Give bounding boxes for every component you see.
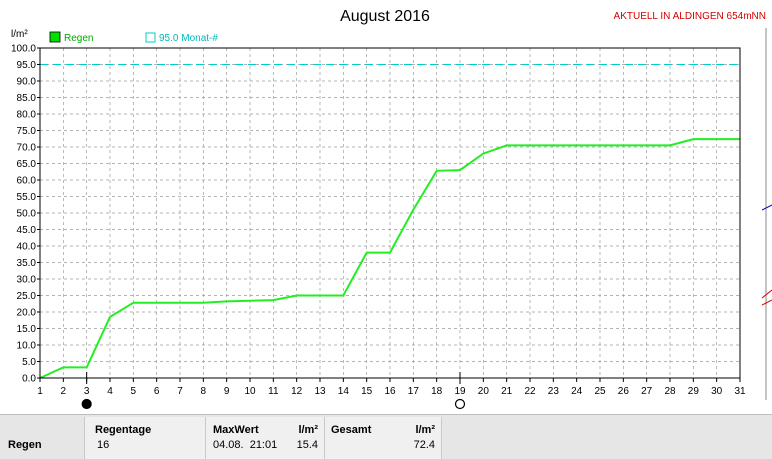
x-tick-label: 31 bbox=[734, 386, 746, 397]
x-tick-label: 10 bbox=[244, 386, 256, 397]
gesamt-value: 72.4 bbox=[413, 439, 435, 451]
y-tick-label: 90.0 bbox=[17, 77, 37, 88]
y-tick-label: 30.0 bbox=[17, 275, 37, 286]
x-tick-label: 9 bbox=[224, 386, 230, 397]
grid bbox=[39, 47, 741, 379]
adjacent-panel-edge bbox=[761, 28, 772, 400]
gesamt-unit: l/m² bbox=[415, 424, 435, 436]
x-tick-labels: 1 2 3 4 5 6 7 8 9 10 11 12 13 14 15 16 17 18 19 20 21 22 23 24 2… bbox=[37, 378, 746, 397]
y-tick-label: 20.0 bbox=[17, 308, 37, 319]
x-tick-label: 22 bbox=[524, 386, 536, 397]
open-moon-marker bbox=[454, 398, 466, 410]
stats-panel: Regen Regentage 16 MaxWert l/m² 04.08. 2… bbox=[0, 414, 772, 459]
y-tick-label: 25.0 bbox=[17, 291, 37, 302]
filled-moon-marker bbox=[81, 398, 92, 410]
x-tick-label: 2 bbox=[61, 386, 67, 397]
x-tick-label: 25 bbox=[594, 386, 606, 397]
y-tick-label: 80.0 bbox=[17, 110, 37, 121]
x-tick-label: 18 bbox=[431, 386, 443, 397]
station-label: AKTUELL IN ALDINGEN 654mNN bbox=[614, 11, 766, 22]
x-tick-label: 21 bbox=[501, 386, 513, 397]
regentage-label: Regentage bbox=[95, 424, 152, 436]
legend-label-monat: 95.0 Monat-# bbox=[159, 33, 218, 44]
legend-swatch-regen bbox=[49, 31, 61, 43]
x-tick-label: 11 bbox=[268, 386, 279, 397]
x-tick-label: 23 bbox=[548, 386, 560, 397]
x-tick-label: 30 bbox=[711, 386, 723, 397]
legend-label-regen: Regen bbox=[64, 33, 93, 44]
y-tick-labels: 0.0 5.0 10.0 15.0 20.0 25.0 30.0 35.0 40.0 45.0 50… bbox=[11, 44, 40, 385]
legend: Regen 95.0 Monat-# bbox=[49, 31, 218, 44]
x-tick-label: 12 bbox=[291, 386, 303, 397]
gesamt-label: Gesamt bbox=[331, 424, 372, 436]
x-tick-label: 6 bbox=[154, 386, 160, 397]
rain-chart: August 2016 AKTUELL IN ALDINGEN 654mNN l… bbox=[11, 8, 772, 410]
x-tick-label: 15 bbox=[361, 386, 373, 397]
y-tick-label: 40.0 bbox=[17, 242, 37, 253]
x-tick-label: 29 bbox=[688, 386, 700, 397]
x-tick-label: 24 bbox=[571, 386, 583, 397]
x-tick-label: 28 bbox=[664, 386, 676, 397]
legend-swatch-monat bbox=[145, 32, 156, 43]
chart-title: August 2016 bbox=[340, 8, 430, 25]
y-tick-label: 45.0 bbox=[17, 225, 37, 236]
maxwert-value: 15.4 bbox=[296, 439, 318, 451]
y-tick-label: 95.0 bbox=[17, 60, 37, 71]
x-tick-label: 3 bbox=[84, 386, 90, 397]
y-tick-label: 60.0 bbox=[17, 176, 37, 187]
x-tick-label: 26 bbox=[618, 386, 630, 397]
y-tick-label: 100.0 bbox=[11, 44, 36, 55]
maxwert-unit: l/m² bbox=[298, 424, 318, 436]
y-tick-label: 0.0 bbox=[22, 374, 36, 385]
y-tick-label: 35.0 bbox=[17, 258, 37, 269]
x-tick-label: 14 bbox=[338, 386, 350, 397]
x-tick-label: 8 bbox=[201, 386, 207, 397]
series-line-regen bbox=[39, 138, 740, 379]
maxwert-cell: MaxWert l/m² 04.08. 21:01 15.4 bbox=[205, 417, 325, 459]
x-tick-label: 1 bbox=[37, 386, 43, 397]
x-tick-label: 17 bbox=[408, 386, 420, 397]
x-tick-label: 16 bbox=[384, 386, 396, 397]
x-tick-label: 27 bbox=[641, 386, 653, 397]
gesamt-cell: Gesamt l/m² 72.4 bbox=[324, 417, 442, 459]
y-tick-label: 10.0 bbox=[17, 341, 37, 352]
regentage-value: 16 bbox=[97, 439, 110, 451]
x-tick-label: 13 bbox=[314, 386, 326, 397]
y-tick-label: 85.0 bbox=[17, 93, 37, 104]
maxwert-label: MaxWert bbox=[213, 424, 259, 436]
y-tick-label: 70.0 bbox=[17, 143, 37, 154]
y-tick-label: 75.0 bbox=[17, 126, 37, 137]
y-tick-label: 5.0 bbox=[22, 357, 36, 368]
y-tick-label: 15.0 bbox=[17, 324, 37, 335]
regentage-cell: Regentage 16 bbox=[84, 417, 206, 459]
stats-row-label: Regen bbox=[8, 439, 42, 451]
x-tick-label: 7 bbox=[177, 386, 183, 397]
y-tick-label: 65.0 bbox=[17, 159, 37, 170]
plot-frame bbox=[39, 47, 741, 379]
y-tick-label: 55.0 bbox=[17, 192, 37, 203]
maxwert-date: 04.08. 21:01 bbox=[213, 439, 278, 451]
x-tick-label: 20 bbox=[478, 386, 490, 397]
x-tick-label: 19 bbox=[454, 386, 466, 397]
y-tick-label: 50.0 bbox=[17, 209, 37, 220]
x-tick-label: 5 bbox=[131, 386, 137, 397]
day-markers bbox=[81, 372, 466, 410]
y-axis-unit: l/m² bbox=[11, 29, 28, 40]
x-tick-label: 4 bbox=[107, 386, 113, 397]
